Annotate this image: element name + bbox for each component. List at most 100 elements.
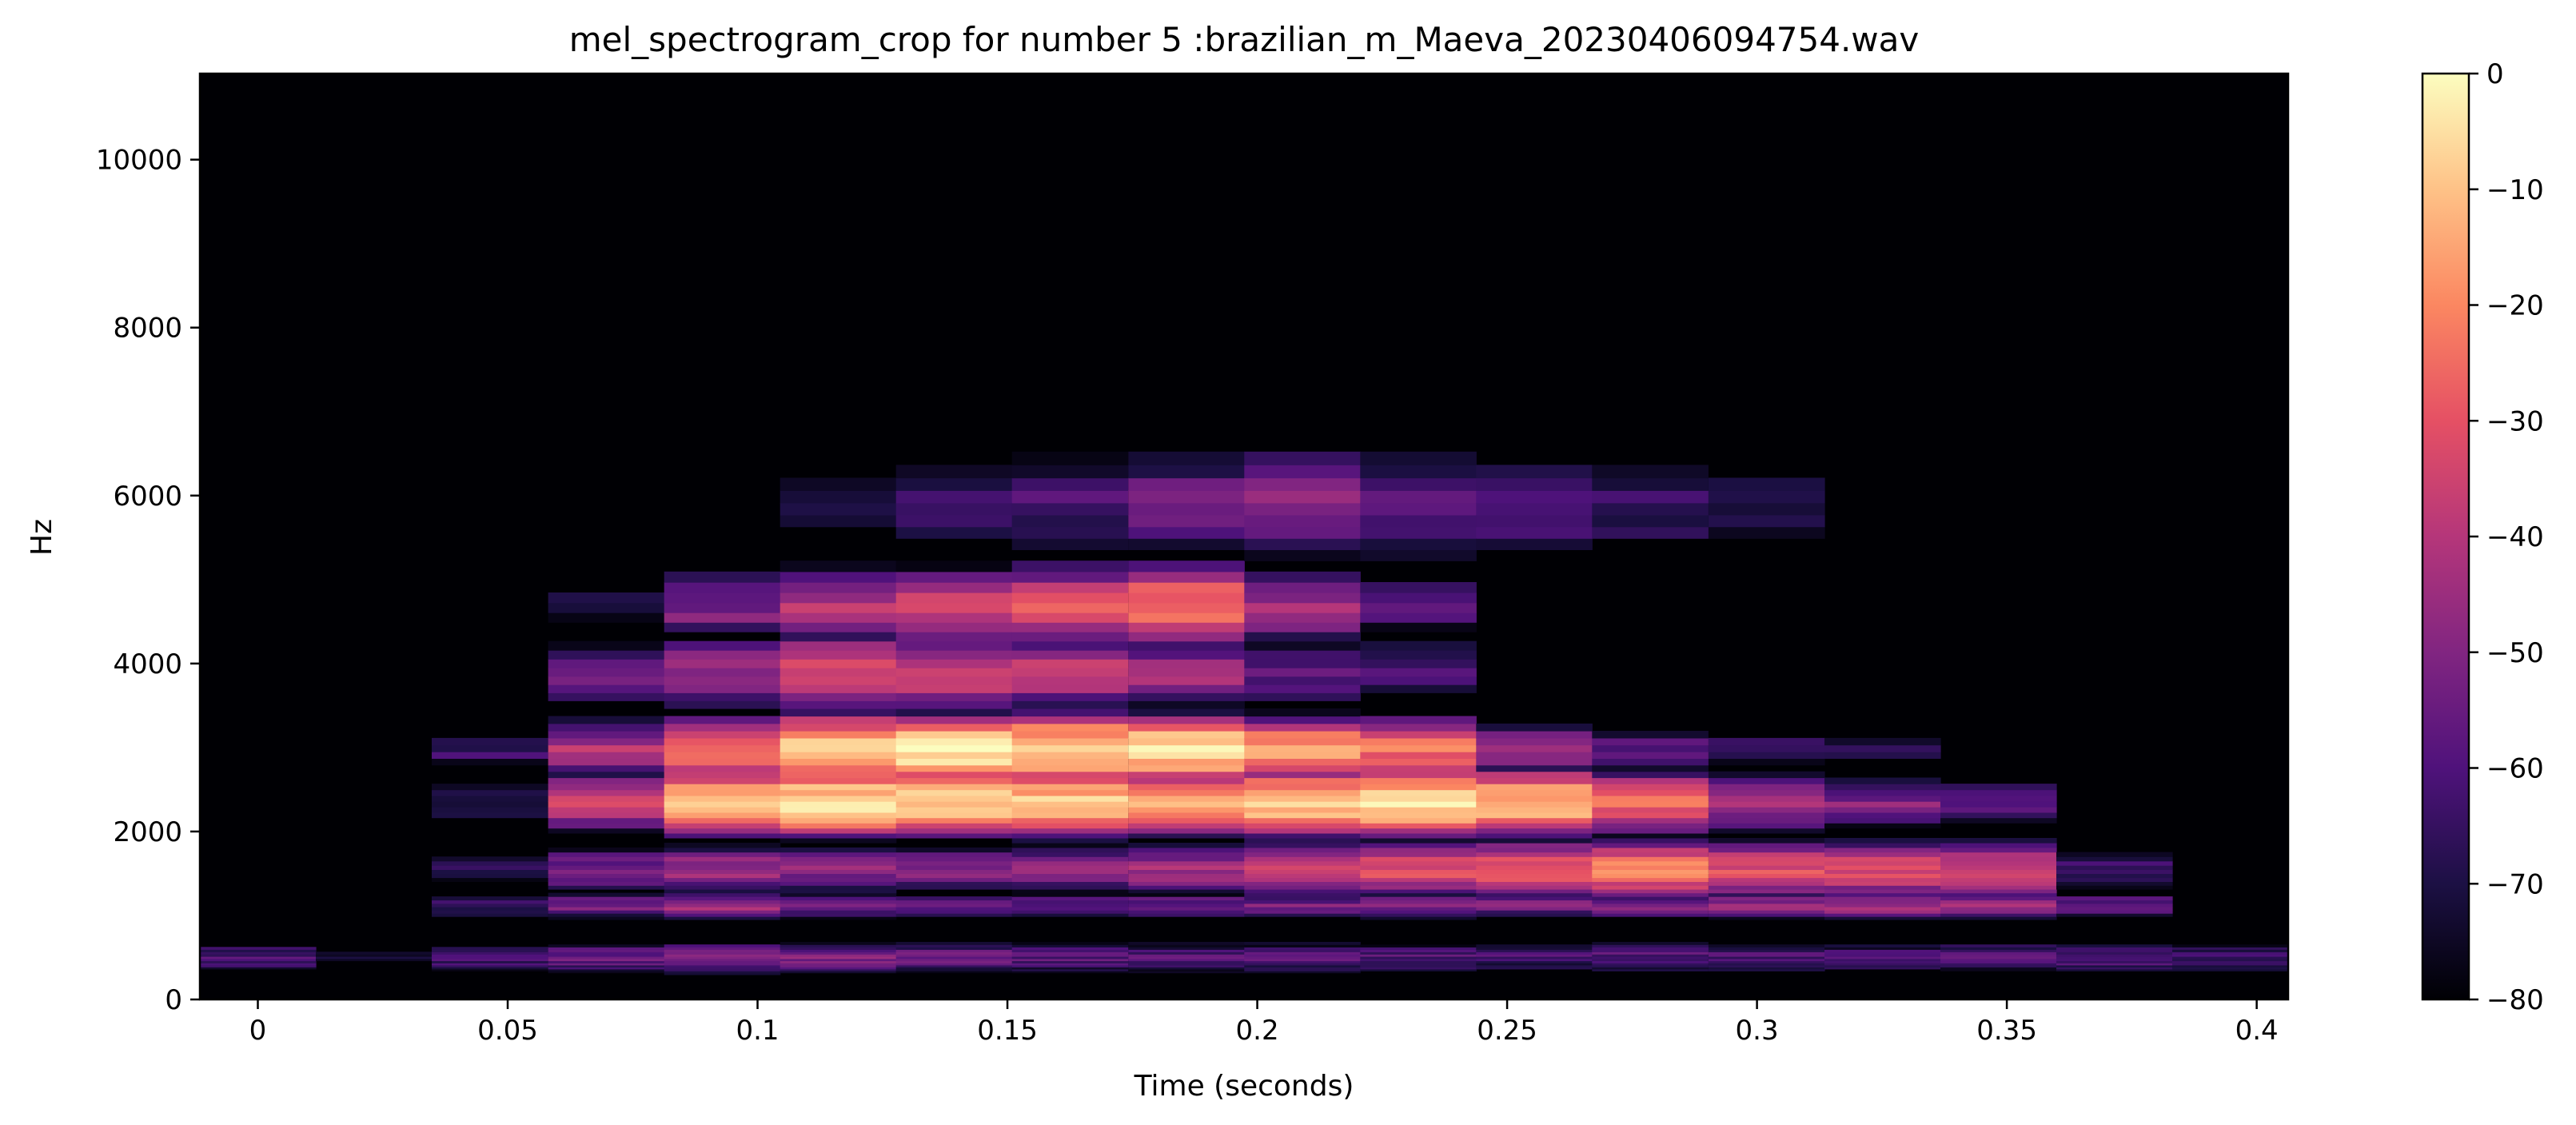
spectrogram-cell xyxy=(548,856,665,862)
spectrogram-cell xyxy=(1360,676,1477,685)
spectrogram-cell xyxy=(1128,795,1245,802)
spectrogram-cell xyxy=(1011,954,1129,957)
spectrogram-cell xyxy=(1244,968,1361,971)
x-tick-label: 0.15 xyxy=(977,1015,1038,1047)
spectrogram-cell xyxy=(1824,847,1941,853)
spectrogram-cell xyxy=(1011,971,1129,974)
spectrogram-cell xyxy=(895,622,1013,632)
spectrogram-cell xyxy=(1244,877,1361,882)
spectrogram-cell xyxy=(1476,896,1593,901)
spectrogram-cell xyxy=(1244,967,1361,970)
spectrogram-cell xyxy=(664,896,781,901)
spectrogram-cell xyxy=(548,771,665,779)
spectrogram-cell xyxy=(1244,758,1361,766)
spectrogram-cell xyxy=(1128,865,1245,870)
spectrogram-cell xyxy=(780,632,897,642)
spectrogram-cell xyxy=(780,771,897,779)
spectrogram-cell xyxy=(895,737,1013,746)
spectrogram-cell xyxy=(2172,958,2288,962)
spectrogram-cell xyxy=(1244,764,1361,772)
spectrogram-cell xyxy=(1244,784,1361,791)
spectrogram-cell xyxy=(1128,731,1245,739)
spectrogram-cell xyxy=(1128,477,1245,491)
spectrogram-cell xyxy=(1360,723,1477,732)
spectrogram-cell xyxy=(548,795,665,802)
spectrogram-cell xyxy=(895,873,1013,879)
spectrogram-cell xyxy=(1940,960,2057,963)
spectrogram-cell xyxy=(895,951,1013,955)
spectrogram-cell xyxy=(1128,949,1245,952)
spectrogram-cell xyxy=(780,907,897,911)
spectrogram-cell xyxy=(895,913,1013,917)
spectrogram-cell xyxy=(780,971,897,974)
spectrogram-cell xyxy=(1244,881,1361,886)
spectrogram-cell xyxy=(1244,947,1361,950)
spectrogram-cell xyxy=(200,964,317,967)
spectrogram-cell xyxy=(780,659,897,668)
spectrogram-cell xyxy=(1709,956,1825,959)
spectrogram-cell xyxy=(780,865,897,870)
spectrogram-cell xyxy=(1824,789,1941,796)
spectrogram-cell xyxy=(895,968,1013,971)
spectrogram-cell xyxy=(432,896,548,901)
spectrogram-cell xyxy=(780,828,897,834)
spectrogram-cell xyxy=(1244,676,1361,685)
spectrogram-cell xyxy=(1360,852,1477,857)
spectrogram-cell xyxy=(1592,807,1709,813)
spectrogram-cell xyxy=(1940,963,2057,966)
spectrogram-cell xyxy=(1011,716,1129,724)
spectrogram-cell xyxy=(316,954,433,957)
spectrogram-cell xyxy=(1128,860,1245,866)
spectrogram-cell xyxy=(1244,632,1361,642)
spectrogram-cell xyxy=(1128,881,1245,886)
spectrogram-cell xyxy=(2056,949,2173,952)
spectrogram-cell xyxy=(2172,951,2288,955)
spectrogram-cell xyxy=(664,843,781,848)
spectrogram-cell xyxy=(1476,956,1593,959)
spectrogram-cell xyxy=(1709,795,1825,802)
spectrogram-cell xyxy=(548,960,665,963)
spectrogram-cell xyxy=(432,954,548,957)
spectrogram-cell xyxy=(1592,777,1709,784)
spectrogram-cell xyxy=(1709,838,1825,844)
x-axis: 0 0.05 0.1 0.15 0.2 0.25 0.3 0.35 0.4 xyxy=(249,999,2279,1047)
spectrogram-cell xyxy=(1244,514,1361,528)
spectrogram-cell xyxy=(664,622,781,632)
spectrogram-cell xyxy=(1476,784,1593,791)
spectrogram-cell xyxy=(1709,947,1825,950)
spectrogram-cell xyxy=(664,752,781,759)
spectrogram-cell xyxy=(895,801,1013,808)
spectrogram-cell xyxy=(1592,477,1709,491)
spectrogram-cell xyxy=(664,958,781,962)
spectrogram-cell xyxy=(1128,789,1245,796)
spectrogram-cell xyxy=(1360,968,1477,971)
spectrogram-cell xyxy=(1940,860,2057,866)
spectrogram-cell xyxy=(895,954,1013,957)
spectrogram-cell xyxy=(548,828,665,834)
spectrogram-cell xyxy=(1128,561,1245,572)
spectrogram-cell xyxy=(664,602,781,613)
spectrogram-cell xyxy=(1128,885,1245,890)
spectrogram-cell xyxy=(1709,801,1825,808)
spectrogram-cell xyxy=(1244,817,1361,824)
spectrogram-cell xyxy=(895,708,1013,717)
spectrogram-cell xyxy=(548,812,665,819)
spectrogram-cell xyxy=(1940,801,2057,808)
spectrogram-cell xyxy=(664,856,781,862)
spectrogram-cell xyxy=(664,789,781,796)
spectrogram-cell xyxy=(1128,465,1245,479)
spectrogram-cell xyxy=(1244,716,1361,724)
spectrogram-cell xyxy=(432,877,548,882)
spectrogram-cell xyxy=(1709,916,1825,920)
spectrogram-cell xyxy=(1940,964,2057,967)
spectrogram-cell xyxy=(1476,744,1593,752)
spectrogram-cell xyxy=(1128,828,1245,834)
spectrogram-cell xyxy=(1592,758,1709,766)
spectrogram-cell xyxy=(780,684,897,693)
spectrogram-cell xyxy=(780,640,897,651)
spectrogram-cell xyxy=(548,900,665,904)
spectrogram-cell xyxy=(1824,956,1941,959)
spectrogram-cell xyxy=(1244,903,1361,908)
spectrogram-cell xyxy=(1824,947,1941,950)
